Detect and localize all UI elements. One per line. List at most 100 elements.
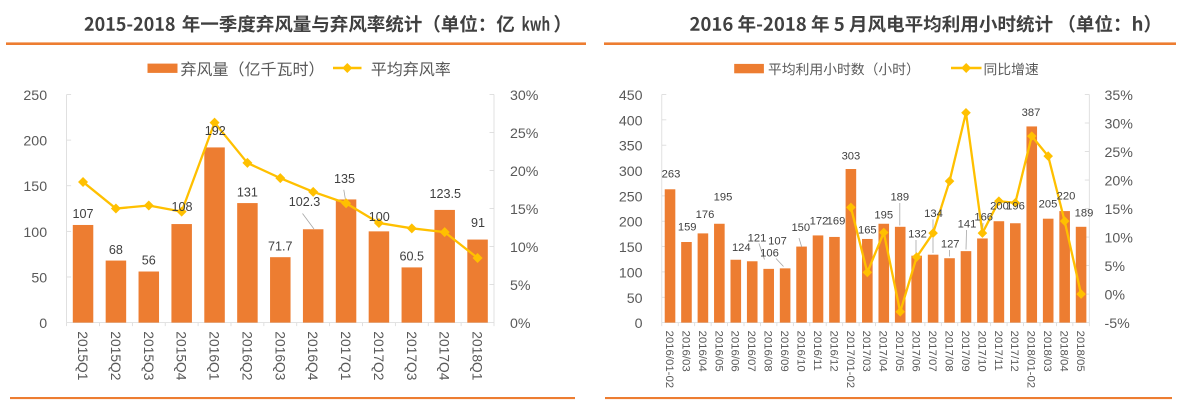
svg-text:135: 135 [334,172,355,186]
svg-text:91: 91 [471,216,485,230]
svg-text:2017/07: 2017/07 [926,331,938,372]
svg-text:195: 195 [714,192,733,204]
svg-text:2016/09: 2016/09 [778,331,790,372]
svg-text:2016/06: 2016/06 [729,331,741,372]
svg-text:25%: 25% [510,126,539,142]
svg-text:2016/08: 2016/08 [762,331,774,372]
svg-text:0: 0 [39,316,47,332]
svg-text:250: 250 [23,88,47,104]
svg-text:150: 150 [23,179,47,195]
svg-text:25%: 25% [1105,145,1134,161]
svg-text:400: 400 [619,113,643,129]
svg-text:2018/04: 2018/04 [1058,331,1070,372]
svg-text:2017Q1: 2017Q1 [338,331,353,380]
svg-text:2017/08: 2017/08 [942,331,954,372]
svg-text:196: 196 [1006,201,1025,213]
svg-text:107: 107 [73,207,94,221]
svg-text:2018Q1: 2018Q1 [470,331,485,380]
svg-text:71.7: 71.7 [268,239,293,253]
svg-text:189: 189 [890,192,909,204]
svg-text:2016/03: 2016/03 [679,331,691,372]
svg-text:100: 100 [619,265,643,281]
svg-text:166: 166 [974,212,993,224]
svg-text:108: 108 [171,200,192,214]
svg-text:35%: 35% [1105,88,1134,104]
svg-text:15%: 15% [510,202,539,218]
svg-text:2016/12: 2016/12 [827,331,839,372]
svg-text:350: 350 [619,139,643,155]
svg-text:100: 100 [23,225,47,241]
svg-text:2017Q4: 2017Q4 [437,331,452,380]
svg-text:159: 159 [678,222,697,234]
svg-text:2016/05: 2016/05 [712,331,724,372]
svg-text:150: 150 [619,240,643,256]
svg-text:132: 132 [908,229,927,241]
svg-text:2018/01-02: 2018/01-02 [1025,331,1037,389]
svg-text:2017/03: 2017/03 [860,331,872,372]
svg-text:2016Q1: 2016Q1 [207,331,222,380]
svg-text:189: 189 [1075,208,1094,220]
svg-text:68: 68 [109,243,123,257]
svg-text:2016/07: 2016/07 [745,331,757,372]
svg-text:2018/03: 2018/03 [1041,331,1053,372]
svg-text:5%: 5% [1105,259,1126,275]
svg-text:5%: 5% [510,278,531,294]
svg-text:60.5: 60.5 [400,250,425,264]
svg-text:50: 50 [627,291,643,307]
svg-text:0%: 0% [1105,288,1126,304]
svg-text:15%: 15% [1105,202,1134,218]
svg-text:250: 250 [619,189,643,205]
svg-text:192: 192 [205,124,226,138]
svg-text:2016/01-02: 2016/01-02 [663,331,675,389]
svg-text:2017/06: 2017/06 [910,331,922,372]
svg-text:0: 0 [635,316,643,332]
svg-text:303: 303 [842,151,861,163]
svg-text:127: 127 [941,239,960,251]
svg-text:2016Q2: 2016Q2 [239,331,254,380]
svg-text:106: 106 [760,248,779,260]
svg-text:263: 263 [662,168,681,180]
svg-text:20%: 20% [1105,174,1134,190]
svg-text:200: 200 [619,215,643,231]
svg-text:124: 124 [732,242,751,254]
svg-text:2018/05: 2018/05 [1074,331,1086,372]
svg-text:10%: 10% [1105,231,1134,247]
svg-text:300: 300 [619,164,643,180]
svg-text:107: 107 [768,236,787,248]
svg-text:2015Q2: 2015Q2 [108,331,123,380]
svg-text:176: 176 [696,209,715,221]
svg-text:2015Q3: 2015Q3 [141,331,156,380]
svg-text:0%: 0% [510,316,531,332]
svg-text:2017Q3: 2017Q3 [404,331,419,380]
svg-text:2017/05: 2017/05 [893,331,905,372]
svg-text:169: 169 [827,216,846,228]
svg-text:2017/09: 2017/09 [959,331,971,372]
svg-text:10%: 10% [510,240,539,256]
svg-text:2017/04: 2017/04 [877,331,889,372]
svg-text:121: 121 [748,233,767,245]
svg-text:20%: 20% [510,164,539,180]
svg-text:200: 200 [990,201,1009,213]
svg-text:2016Q4: 2016Q4 [305,331,320,380]
svg-text:172: 172 [810,215,829,227]
svg-text:2017/12: 2017/12 [1008,331,1020,372]
svg-text:150: 150 [791,222,810,234]
svg-text:30%: 30% [510,88,539,104]
svg-text:220: 220 [1057,190,1076,202]
svg-text:2017/01-02: 2017/01-02 [844,331,856,389]
svg-text:205: 205 [1039,198,1058,210]
svg-text:56: 56 [142,254,156,268]
svg-text:141: 141 [958,219,977,231]
svg-text:30%: 30% [1105,117,1134,133]
svg-text:2017/11: 2017/11 [992,331,1004,371]
svg-text:-5%: -5% [1105,316,1131,332]
svg-text:2016/11: 2016/11 [811,331,823,371]
svg-text:2015Q1: 2015Q1 [75,331,90,380]
svg-text:100: 100 [369,210,390,224]
svg-text:123.5: 123.5 [429,187,461,201]
svg-text:131: 131 [237,185,258,199]
svg-text:2015Q4: 2015Q4 [174,331,189,380]
svg-text:200: 200 [23,134,47,150]
svg-text:387: 387 [1022,107,1041,119]
svg-text:165: 165 [858,224,877,236]
